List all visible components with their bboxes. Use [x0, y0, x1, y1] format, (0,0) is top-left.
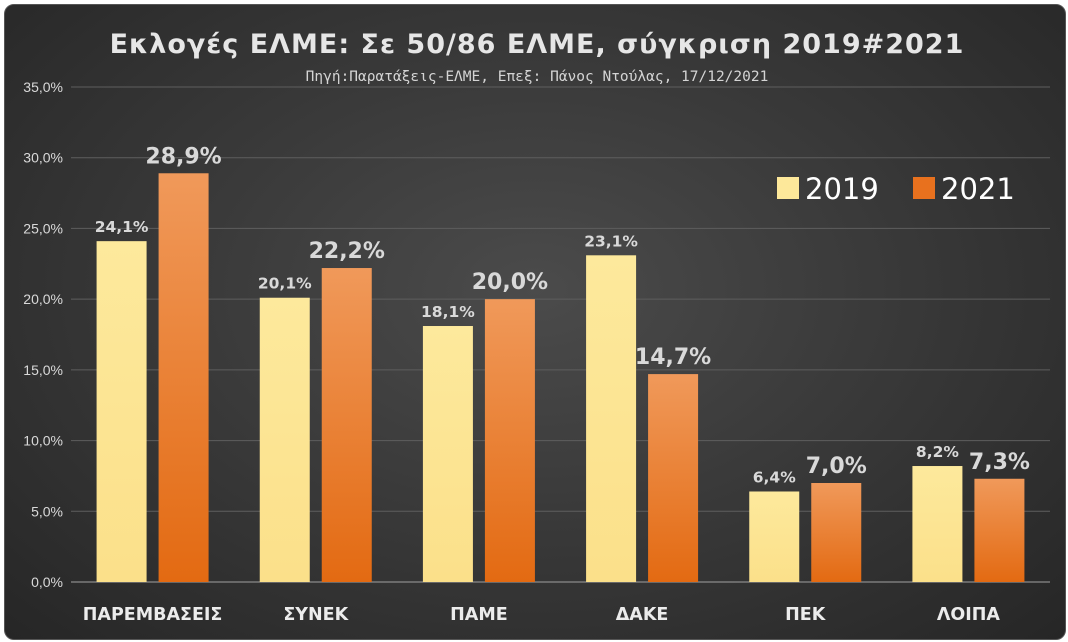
- bar-2019-4: [749, 491, 800, 582]
- x-tick-label: ΠΕΚ: [785, 605, 827, 625]
- bars: [96, 173, 1025, 583]
- data-label-2021-4: 7,0%: [806, 454, 867, 479]
- bar-2021-2: [484, 299, 535, 582]
- data-label-2019-4: 6,4%: [753, 468, 796, 486]
- y-tick-label: 15,0%: [23, 362, 63, 378]
- bar-2021-0: [158, 173, 209, 582]
- y-tick-label: 20,0%: [23, 291, 63, 307]
- data-label-2019-0: 24,1%: [95, 218, 149, 236]
- y-axis-ticks: 0,0% 5,0% 10,0% 15,0% 20,0% 25,0% 30,0% 35,0%: [23, 79, 63, 590]
- legend: 2019 2021: [777, 172, 1015, 206]
- data-label-2021-5: 7,3%: [969, 450, 1030, 475]
- grid-lines: [71, 86, 1050, 583]
- legend-swatch-2021: [913, 177, 935, 199]
- bar-chart: Εκλογές ΕΛΜΕ: Σε 50/86 ΕΛΜΕ, σύγκριση 20…: [23, 29, 1050, 625]
- y-tick-label: 35,0%: [23, 79, 63, 95]
- chart-subtitle: Πηγή:Παρατάξεις-ΕΛΜΕ, Επεξ: Πάνος Ντούλα…: [306, 69, 769, 85]
- y-tick-label: 25,0%: [23, 220, 63, 236]
- x-tick-label: ΠΑΜΕ: [450, 605, 508, 625]
- bar-2019-0: [96, 241, 147, 582]
- data-label-2019-3: 23,1%: [584, 232, 638, 250]
- legend-swatch-2019: [777, 177, 799, 199]
- legend-label-2019: 2019: [805, 172, 879, 206]
- bar-2019-3: [586, 255, 637, 583]
- bar-2019-2: [422, 326, 473, 582]
- data-label-2019-5: 8,2%: [916, 443, 959, 461]
- chart-title: Εκλογές ΕΛΜΕ: Σε 50/86 ΕΛΜΕ, σύγκριση 20…: [110, 29, 965, 60]
- y-tick-label: 0,0%: [31, 574, 63, 590]
- bar-2019-1: [259, 297, 310, 582]
- x-axis-ticks: ΠΑΡΕΜΒΑΣΕΙΣ ΣΥΝΕΚ ΠΑΜΕ ΔΑΚΕ ΠΕΚ ΛΟΙΠΑ: [83, 605, 1001, 625]
- data-label-2019-1: 20,1%: [258, 275, 312, 293]
- y-tick-label: 5,0%: [31, 503, 63, 519]
- bar-2019-5: [912, 466, 963, 582]
- x-tick-label: ΔΑΚΕ: [616, 605, 669, 625]
- data-label-2021-0: 28,9%: [145, 144, 221, 169]
- x-tick-label: ΠΑΡΕΜΒΑΣΕΙΣ: [83, 605, 223, 625]
- data-label-2021-2: 20,0%: [472, 270, 548, 295]
- y-tick-label: 10,0%: [23, 433, 63, 449]
- data-labels: 24,1% 28,9% 20,1% 22,2% 18,1% 20,0% 23,1% 14,7%…: [95, 144, 1030, 486]
- data-label-2019-2: 18,1%: [421, 303, 475, 321]
- bar-2021-5: [974, 478, 1025, 582]
- x-tick-label: ΛΟΙΠΑ: [937, 605, 1001, 625]
- bar-2021-4: [811, 483, 862, 582]
- chart-frame: Εκλογές ΕΛΜΕ: Σε 50/86 ΕΛΜΕ, σύγκριση 20…: [4, 4, 1066, 640]
- legend-label-2021: 2021: [941, 172, 1015, 206]
- bar-2021-3: [648, 374, 699, 582]
- bar-2021-1: [321, 268, 372, 582]
- y-tick-label: 30,0%: [23, 150, 63, 166]
- x-tick-label: ΣΥΝΕΚ: [283, 605, 349, 625]
- data-label-2021-1: 22,2%: [309, 239, 385, 264]
- data-label-2021-3: 14,7%: [635, 345, 711, 370]
